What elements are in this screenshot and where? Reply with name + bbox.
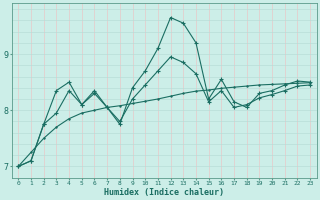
X-axis label: Humidex (Indice chaleur): Humidex (Indice chaleur) xyxy=(104,188,224,197)
